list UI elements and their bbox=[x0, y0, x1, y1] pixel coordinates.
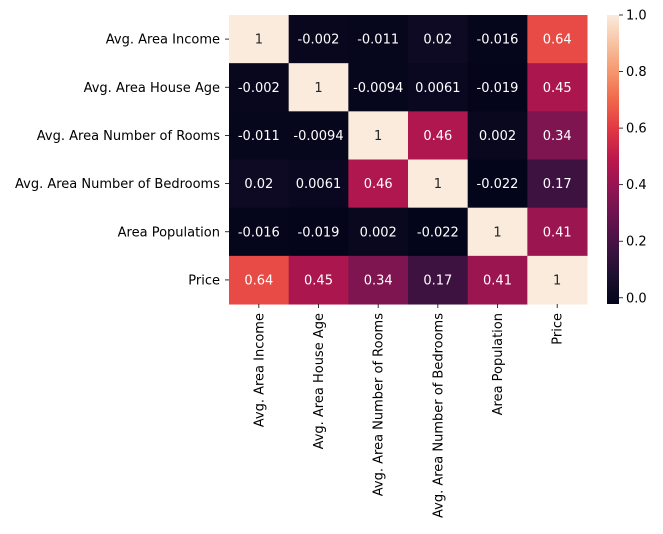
heatmap-cell bbox=[288, 255, 349, 305]
heatmap-cell bbox=[288, 15, 349, 64]
y-tick-label: Price bbox=[188, 273, 220, 288]
cell-annotation: 0.02 bbox=[423, 33, 452, 48]
cell-annotation: -0.022 bbox=[417, 225, 459, 240]
cell-annotation: 0.0061 bbox=[296, 177, 342, 192]
cell-annotation: 0.002 bbox=[479, 129, 516, 144]
cell-annotation: 0.46 bbox=[364, 177, 393, 192]
y-tick-label: Area Population bbox=[118, 225, 220, 240]
cell-annotation: -0.002 bbox=[298, 33, 340, 48]
heatmap-cell bbox=[408, 159, 469, 209]
y-tick-label: Avg. Area Number of Bedrooms bbox=[15, 177, 220, 192]
heatmap-cell bbox=[467, 159, 528, 209]
heatmap-cell bbox=[527, 159, 588, 209]
colorbar: 0.0 0.2 0.4 0.6 0.8 1.0 bbox=[607, 9, 647, 306]
x-tick-label: Price bbox=[551, 313, 566, 345]
heatmap-cell bbox=[288, 159, 349, 209]
cell-annotation: 0.002 bbox=[360, 225, 397, 240]
heatmap-cell bbox=[348, 159, 409, 209]
cell-annotation: 0.34 bbox=[543, 129, 572, 144]
heatmap-cell bbox=[467, 63, 528, 112]
cell-annotation: 0.64 bbox=[543, 33, 572, 48]
heatmap-cell bbox=[348, 255, 409, 305]
heatmap-cell bbox=[527, 111, 588, 161]
heatmap-cell bbox=[408, 255, 469, 305]
cell-annotation: 1 bbox=[255, 33, 263, 48]
cell-annotation: 1 bbox=[374, 129, 382, 144]
cell-annotation: 0.45 bbox=[543, 81, 572, 96]
heatmap-cell bbox=[229, 255, 290, 305]
x-tick-labels: Avg. Area Income Avg. Area House Age Avg. … bbox=[252, 304, 566, 518]
heatmap-cell bbox=[348, 15, 409, 64]
colorbar-tick-label: 0.0 bbox=[626, 291, 647, 306]
colorbar-tick-label: 1.0 bbox=[626, 9, 647, 24]
heatmap-cell bbox=[229, 159, 290, 209]
cell-annotation: -0.022 bbox=[477, 177, 519, 192]
cell-annotations: 1 -0.002 -0.011 0.02 -0.016 0.64 -0.002 1 -0.009… bbox=[238, 33, 572, 289]
cell-annotation: -0.016 bbox=[477, 33, 519, 48]
colorbar-tick-label: 0.8 bbox=[626, 65, 647, 80]
cell-annotation: 1 bbox=[314, 81, 322, 96]
cell-annotation: -0.011 bbox=[357, 33, 399, 48]
x-tick-label: Area Population bbox=[491, 313, 506, 415]
heatmap-cell bbox=[229, 63, 290, 112]
heatmap-cell bbox=[408, 15, 469, 64]
heatmap-cell bbox=[527, 63, 588, 112]
heatmap-cell bbox=[467, 15, 528, 64]
heatmap-cell bbox=[527, 207, 588, 257]
heatmap-cell bbox=[348, 207, 409, 257]
cell-annotation: 1 bbox=[553, 273, 561, 288]
cell-annotation: 0.17 bbox=[423, 273, 452, 288]
cell-annotation: -0.019 bbox=[477, 81, 519, 96]
y-tick-label: Avg. Area Number of Rooms bbox=[37, 129, 220, 144]
heatmap-cell bbox=[527, 15, 588, 64]
heatmap-cell bbox=[288, 111, 349, 161]
cell-annotation: 0.17 bbox=[543, 177, 572, 192]
cell-annotation: 1 bbox=[493, 225, 501, 240]
cell-annotation: 1 bbox=[434, 177, 442, 192]
heatmap-cell bbox=[229, 207, 290, 257]
x-tick-label: Avg. Area Income bbox=[252, 313, 267, 427]
x-tick-label: Avg. Area Number of Rooms bbox=[372, 313, 387, 496]
cell-annotation: 0.41 bbox=[483, 273, 512, 288]
heatmap-cell bbox=[229, 15, 290, 64]
heatmap-cell bbox=[408, 111, 469, 161]
heatmap-cell bbox=[288, 207, 349, 257]
cell-annotation: 0.0061 bbox=[415, 81, 461, 96]
heatmap-cell bbox=[527, 255, 588, 305]
heatmap-cell bbox=[467, 255, 528, 305]
heatmap-cell bbox=[348, 63, 409, 112]
heatmap-cell bbox=[408, 207, 469, 257]
heatmap-cell bbox=[229, 111, 290, 161]
cell-annotation: -0.011 bbox=[238, 129, 280, 144]
heatmap-cell bbox=[408, 63, 469, 112]
cell-annotation: -0.0094 bbox=[293, 129, 343, 144]
y-tick-labels: Avg. Area Income Avg. Area House Age Avg. … bbox=[15, 33, 229, 288]
colorbar-tick-label: 0.2 bbox=[626, 235, 647, 250]
cell-annotation: -0.0094 bbox=[353, 81, 403, 96]
cell-annotation: 0.34 bbox=[364, 273, 393, 288]
colorbar-tick-label: 0.6 bbox=[626, 122, 647, 137]
cell-annotation: -0.016 bbox=[238, 225, 280, 240]
heatmap-cells bbox=[229, 15, 588, 305]
y-tick-label: Avg. Area House Age bbox=[84, 81, 220, 96]
cell-annotation: 0.64 bbox=[244, 273, 273, 288]
cell-annotation: 0.45 bbox=[304, 273, 333, 288]
cell-annotation: -0.019 bbox=[298, 225, 340, 240]
cell-annotation: 0.02 bbox=[244, 177, 273, 192]
x-tick-label: Avg. Area House Age bbox=[312, 313, 327, 449]
colorbar-gradient bbox=[607, 15, 619, 304]
heatmap-cell bbox=[288, 63, 349, 112]
y-tick-label: Avg. Area Income bbox=[106, 33, 220, 48]
heatmap-cell bbox=[467, 111, 528, 161]
cell-annotation: -0.002 bbox=[238, 81, 280, 96]
colorbar-tick-label: 0.4 bbox=[626, 178, 647, 193]
cell-annotation: 0.46 bbox=[423, 129, 452, 144]
heatmap-cell bbox=[348, 111, 409, 161]
x-tick-label: Avg. Area Number of Bedrooms bbox=[431, 313, 446, 518]
cell-annotation: 0.41 bbox=[543, 225, 572, 240]
heatmap-cell bbox=[467, 207, 528, 257]
